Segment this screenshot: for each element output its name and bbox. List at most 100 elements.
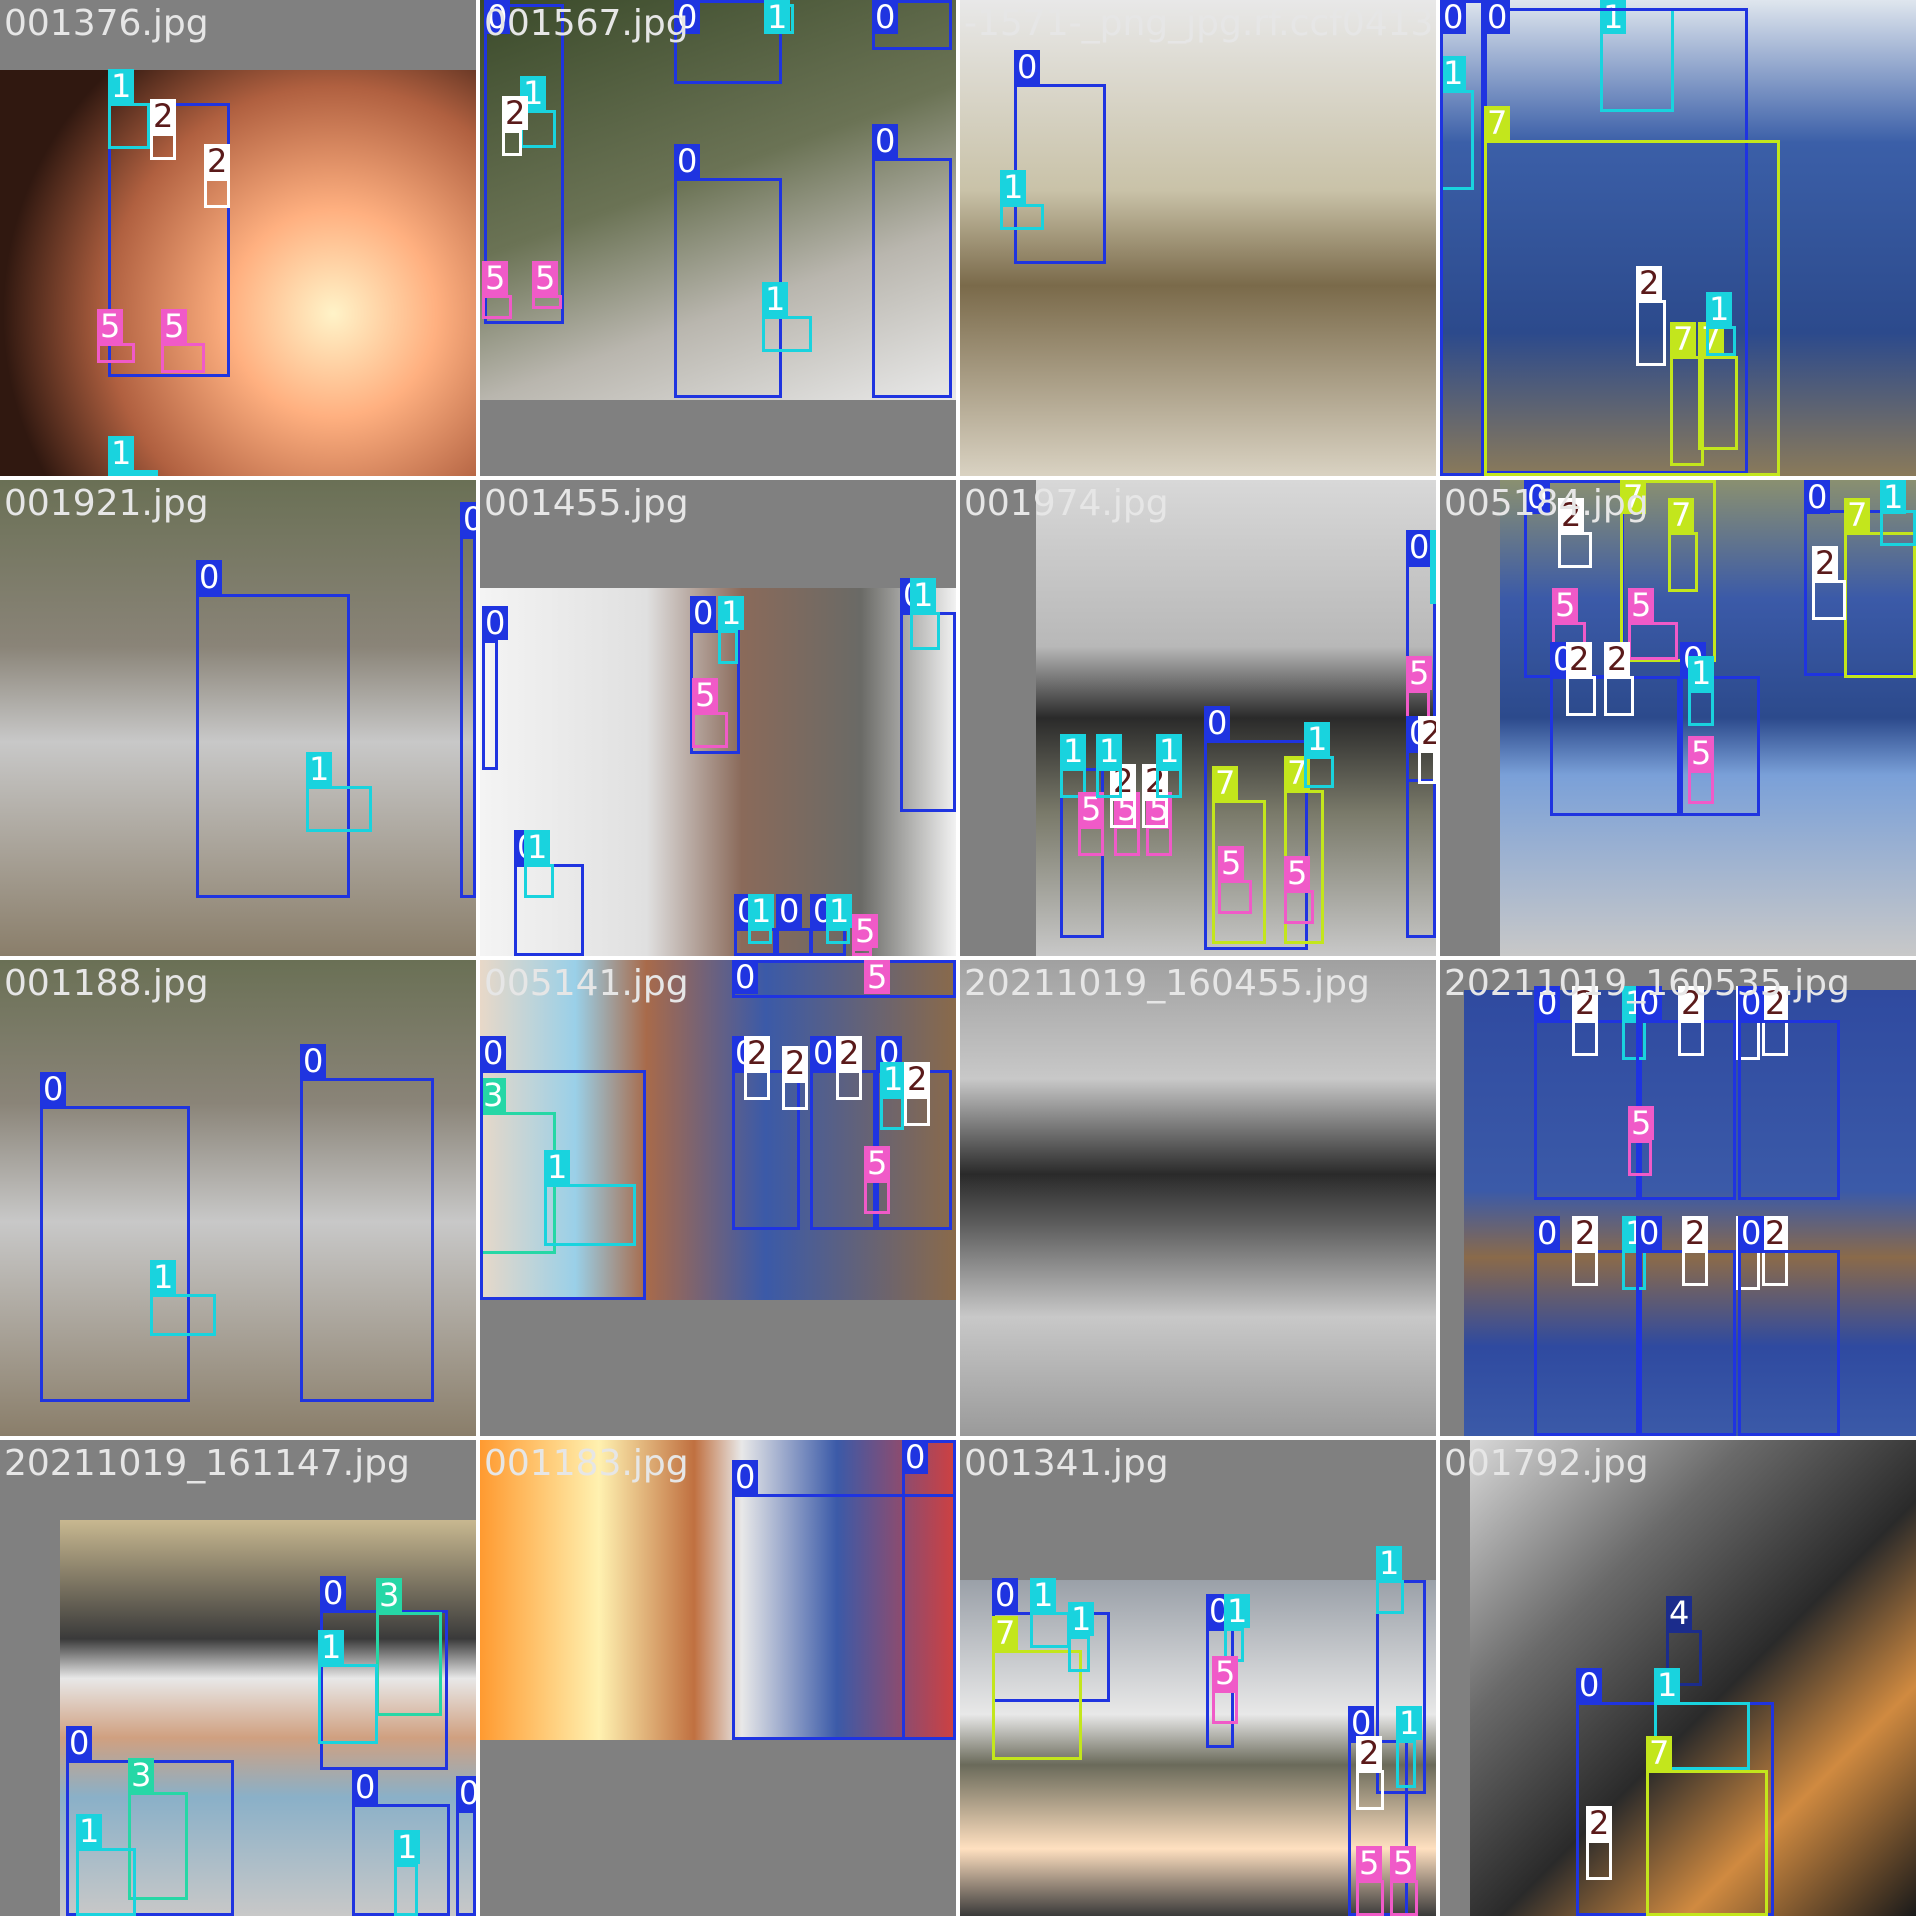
bbox-label: 1 bbox=[1688, 656, 1715, 690]
bbox-class-5 bbox=[97, 343, 135, 363]
bbox-class-1 bbox=[1376, 1580, 1404, 1614]
bbox-label: 2 bbox=[1566, 642, 1593, 676]
bbox-label: 1 bbox=[76, 1814, 103, 1848]
bbox-label: 1 bbox=[108, 69, 135, 103]
bbox-class-1 bbox=[544, 1184, 636, 1246]
bbox-label: 0 bbox=[1440, 0, 1467, 34]
bbox-label: 0 bbox=[872, 0, 899, 34]
mosaic-tile: 0 0 001183.jpg bbox=[480, 1440, 956, 1916]
bbox-class-7 bbox=[1698, 356, 1738, 450]
bbox-label: 5 bbox=[1628, 1106, 1655, 1140]
bbox-label: 1 bbox=[1224, 1594, 1251, 1628]
bbox-class-7 bbox=[1212, 800, 1266, 944]
bbox-class-0 bbox=[776, 928, 812, 956]
tile-filename: 001341.jpg bbox=[964, 1443, 1169, 1484]
bbox-label: 5 bbox=[692, 678, 719, 712]
bbox-label: 1 bbox=[108, 436, 135, 470]
bbox-label: 0 bbox=[484, 0, 511, 34]
bbox-class-0 bbox=[1738, 1020, 1840, 1200]
mosaic-tile: 0122551001376.jpg bbox=[0, 0, 476, 476]
bbox-label: 0 bbox=[1804, 480, 1831, 514]
bbox-class-7 bbox=[1646, 1770, 1768, 1916]
bbox-class-2 bbox=[1812, 580, 1846, 620]
bbox-label: 0 bbox=[1576, 1668, 1603, 1702]
bbox-label: 1 bbox=[306, 752, 333, 786]
bbox-class-5 bbox=[1628, 1140, 1652, 1176]
bbox-label: 0 bbox=[674, 0, 701, 34]
tile-filename: 001183.jpg bbox=[484, 1443, 689, 1484]
bbox-class-1 bbox=[1622, 1020, 1646, 1060]
bbox-class-2 bbox=[1682, 1250, 1708, 1286]
bbox-label: 5 bbox=[1218, 846, 1245, 880]
tile-filename: 20211019_161147.jpg bbox=[4, 1443, 410, 1484]
bbox-class-7 bbox=[1844, 532, 1916, 678]
tile-photo bbox=[0, 960, 476, 1436]
bbox-class-2 bbox=[204, 178, 230, 208]
bbox-class-5 bbox=[1212, 1690, 1238, 1724]
bbox-class-2 bbox=[836, 1070, 862, 1100]
bbox-class-1 bbox=[1688, 690, 1714, 726]
mosaic-tile: 4 0 1 7 2 001792.jpg bbox=[1440, 1440, 1916, 1916]
bbox-label: 0 bbox=[872, 124, 899, 158]
mosaic-tile: 05102010757515552211001974.jpg bbox=[960, 480, 1436, 956]
tile-photo bbox=[1470, 1440, 1916, 1916]
bbox-label: 1 bbox=[1060, 734, 1087, 768]
tile-photo bbox=[0, 70, 476, 476]
bbox-label: 5 bbox=[1284, 856, 1311, 890]
bbox-class-2 bbox=[744, 1070, 770, 1100]
bbox-class-1 bbox=[318, 1664, 378, 1744]
bbox-label: 5 bbox=[1688, 736, 1715, 770]
mosaic-tile: 0 1 -1571-_png_jpg.rf.ccf0413652000de8b882… bbox=[960, 0, 1436, 476]
bbox-label: 1 bbox=[318, 1630, 345, 1664]
bbox-class-2 bbox=[1636, 300, 1666, 366]
bbox-label: 1 bbox=[764, 0, 791, 34]
bbox-label: 2 bbox=[744, 1036, 771, 1070]
bbox-class-1 bbox=[1156, 768, 1182, 798]
tile-filename: 20211019_160455.jpg bbox=[964, 963, 1370, 1004]
bbox-label: 0 bbox=[1524, 480, 1551, 514]
bbox-label: 5 bbox=[1406, 656, 1433, 690]
bbox-label: 7 bbox=[1212, 766, 1239, 800]
bbox-class-0 bbox=[480, 1070, 646, 1300]
bbox-label: 5 bbox=[161, 309, 188, 343]
bbox-label: 0 bbox=[1636, 1216, 1663, 1250]
bbox-label: 0 bbox=[40, 1072, 67, 1106]
bbox-class-1 bbox=[1430, 564, 1436, 604]
bbox-class-1 bbox=[880, 1096, 904, 1130]
bbox-label: 0 bbox=[460, 502, 476, 536]
bbox-class-2 bbox=[1418, 750, 1436, 784]
bbox-class-1 bbox=[108, 470, 158, 476]
bbox-class-5 bbox=[161, 343, 205, 373]
bbox-class-4 bbox=[1666, 1630, 1702, 1686]
bbox-class-2 bbox=[1572, 1020, 1598, 1056]
bbox-label: 2 bbox=[1572, 1216, 1599, 1250]
bbox-label: 1 bbox=[718, 596, 745, 630]
bbox-label: 2 bbox=[1418, 716, 1436, 750]
mosaic-tile: 20211019_160455.jpg bbox=[960, 960, 1436, 1436]
bbox-label: 0 bbox=[1636, 986, 1663, 1020]
bbox-class-1 bbox=[394, 1864, 418, 1916]
bbox-class-0 bbox=[1014, 84, 1106, 264]
tile-filename: 001188.jpg bbox=[4, 963, 209, 1004]
bbox-label: 0 bbox=[1014, 50, 1041, 84]
bbox-class-0 bbox=[484, 4, 564, 324]
bbox-label: 1 bbox=[1156, 734, 1183, 768]
bbox-class-1 bbox=[1706, 326, 1736, 356]
bbox-class-7 bbox=[1668, 532, 1698, 592]
bbox-label: 2 bbox=[836, 1036, 863, 1070]
bbox-class-7 bbox=[1620, 480, 1716, 662]
tile-filename: 001921.jpg bbox=[4, 483, 209, 524]
bbox-label: 2 bbox=[1812, 546, 1839, 580]
bbox-class-1 bbox=[150, 1294, 216, 1336]
bbox-label: 0 bbox=[482, 606, 509, 640]
bbox-label: 1 bbox=[1440, 56, 1467, 90]
mosaic-tile: 01710150102155001341.jpg bbox=[960, 1440, 1436, 1916]
bbox-class-1 bbox=[108, 103, 150, 149]
bbox-class-2 bbox=[1558, 532, 1592, 568]
bbox-class-0 bbox=[460, 536, 476, 898]
bbox-label: 1 bbox=[1304, 722, 1331, 756]
mosaic-tile: 0257570712022015005184.jpg bbox=[1440, 480, 1916, 956]
bbox-label: 1 bbox=[1396, 1706, 1423, 1740]
